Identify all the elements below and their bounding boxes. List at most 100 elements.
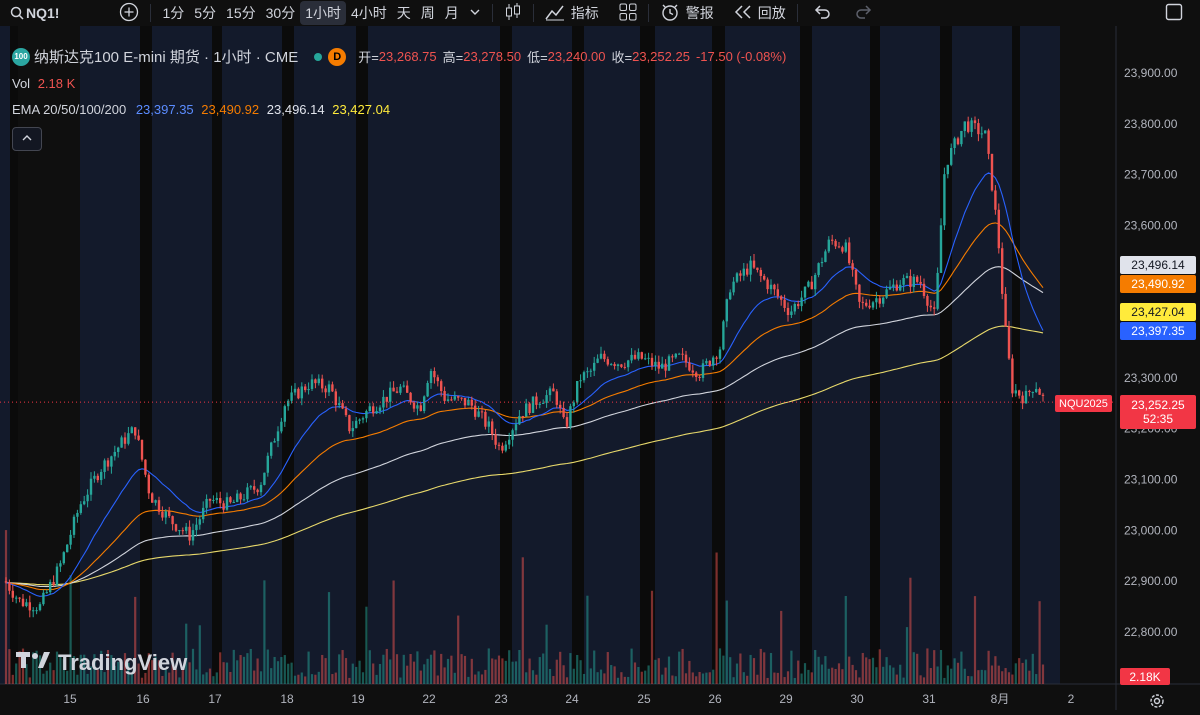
volume-bar [511,661,514,684]
volume-bar [83,654,86,684]
volume-bar [246,653,249,684]
interval-30m[interactable]: 30分 [265,5,296,21]
candle-body [389,387,392,402]
interval-5m[interactable]: 5分 [194,5,217,21]
volume-bar [297,674,300,684]
volume-bar [939,649,943,684]
data-delay-badge[interactable]: D [328,47,347,66]
alarm-clock-icon [660,2,680,25]
volume-bar [654,659,657,684]
volume-bar [973,596,977,684]
search-icon [10,6,24,20]
ema200-price-tag: 23,427.04 [1120,303,1196,321]
volume-bar [215,672,218,684]
volume-bar [178,677,181,684]
nasdaq-badge: 100 [12,47,30,66]
candle-body [21,598,25,607]
candle-body [691,370,694,373]
market-status-dot [314,52,323,61]
ema20-price-tag: 23,397.35 [1120,322,1196,340]
interval-4h[interactable]: 4小时 [351,5,387,21]
candle-body [1031,391,1034,393]
volume-bar [348,677,351,684]
symbol-title[interactable]: 纳斯达克100 E-mini 期货 · 1小时 · CME [34,49,299,66]
candle-body [409,392,412,403]
chart-settings-button[interactable] [1148,692,1166,710]
volume-bar [283,655,286,684]
interval-week[interactable]: 周 [420,5,435,21]
volume-bar [531,670,535,684]
time-axis-label: 26 [708,692,722,706]
candle-body [293,388,297,393]
price-axis-label: 23,100.00 [1124,473,1178,487]
interval-day[interactable]: 天 [396,5,411,21]
indicators-icon [545,3,565,24]
candle-body [678,353,681,355]
candle-body [657,361,660,369]
volume-bar [579,660,582,684]
candle-body [120,437,123,448]
candle-body [586,371,589,373]
volume-bar [630,648,633,684]
session-gap [572,26,584,684]
candle-body [953,138,956,149]
candle-body [178,530,181,532]
volume-bar [613,666,616,684]
divider [150,4,152,22]
candle-body [518,416,521,425]
alert-button[interactable]: 警报 [655,0,719,26]
volume-bar [106,649,110,684]
ema100-tag-text: 23,496.14 [1131,258,1185,272]
undo-button[interactable] [808,0,836,26]
volume-bar [878,649,881,684]
symbol-search-button[interactable]: NQ1! [0,0,64,26]
volume-bar [440,653,443,684]
volume-bar [402,654,405,684]
candle-body [565,417,569,427]
volume-bar [970,676,973,684]
candle-body [219,498,222,504]
interval-1h[interactable]: 1小时 [300,1,346,25]
low-value: 23,240.00 [547,49,606,64]
candle-body [205,498,208,508]
volume-bar [950,668,953,684]
interval-month[interactable]: 月 [444,5,459,21]
volume-bar [514,661,518,684]
open-label: 开= [358,50,379,65]
layouts-button[interactable] [614,0,642,26]
replay-button[interactable]: 回放 [729,0,791,26]
candle-body [273,441,276,443]
candle-body [474,405,477,417]
candle-body [463,397,467,406]
close-label: 收= [611,50,633,65]
volume-bar [1031,653,1034,684]
volume-bar [776,672,779,684]
volume-bar [854,670,858,684]
volume-bar [263,580,266,684]
redo-button[interactable] [850,0,878,26]
candle-body [742,268,745,276]
compare-add-button[interactable] [114,0,144,26]
candle-body [1007,326,1011,359]
candle-body [620,364,623,367]
candle-body [1035,388,1038,392]
chart-type-button[interactable] [499,0,527,26]
volume-bar [62,659,65,684]
collapse-legend-button[interactable] [12,127,42,151]
interval-15m[interactable]: 15分 [226,5,256,21]
candle-body [436,377,439,382]
tradingview-logo[interactable]: TradingView [16,650,187,676]
candle-body [705,360,708,364]
candle-body [977,123,980,135]
ema200-value: 23,427.04 [332,102,391,117]
time-axis-label: 24 [565,692,579,706]
layout-save-button[interactable] [1160,0,1188,26]
interval-1m[interactable]: 1分 [162,5,185,21]
candle-body [593,362,596,371]
chart-canvas[interactable]: 23,900.00 23,800.00 23,700.00 23,600.00 23,3… [0,26,1200,710]
volume-bar [331,674,334,684]
volume-bar [899,664,902,684]
indicators-button[interactable]: 指标 [540,0,604,26]
interval-dropdown[interactable] [464,0,486,26]
candle-body [8,582,11,591]
